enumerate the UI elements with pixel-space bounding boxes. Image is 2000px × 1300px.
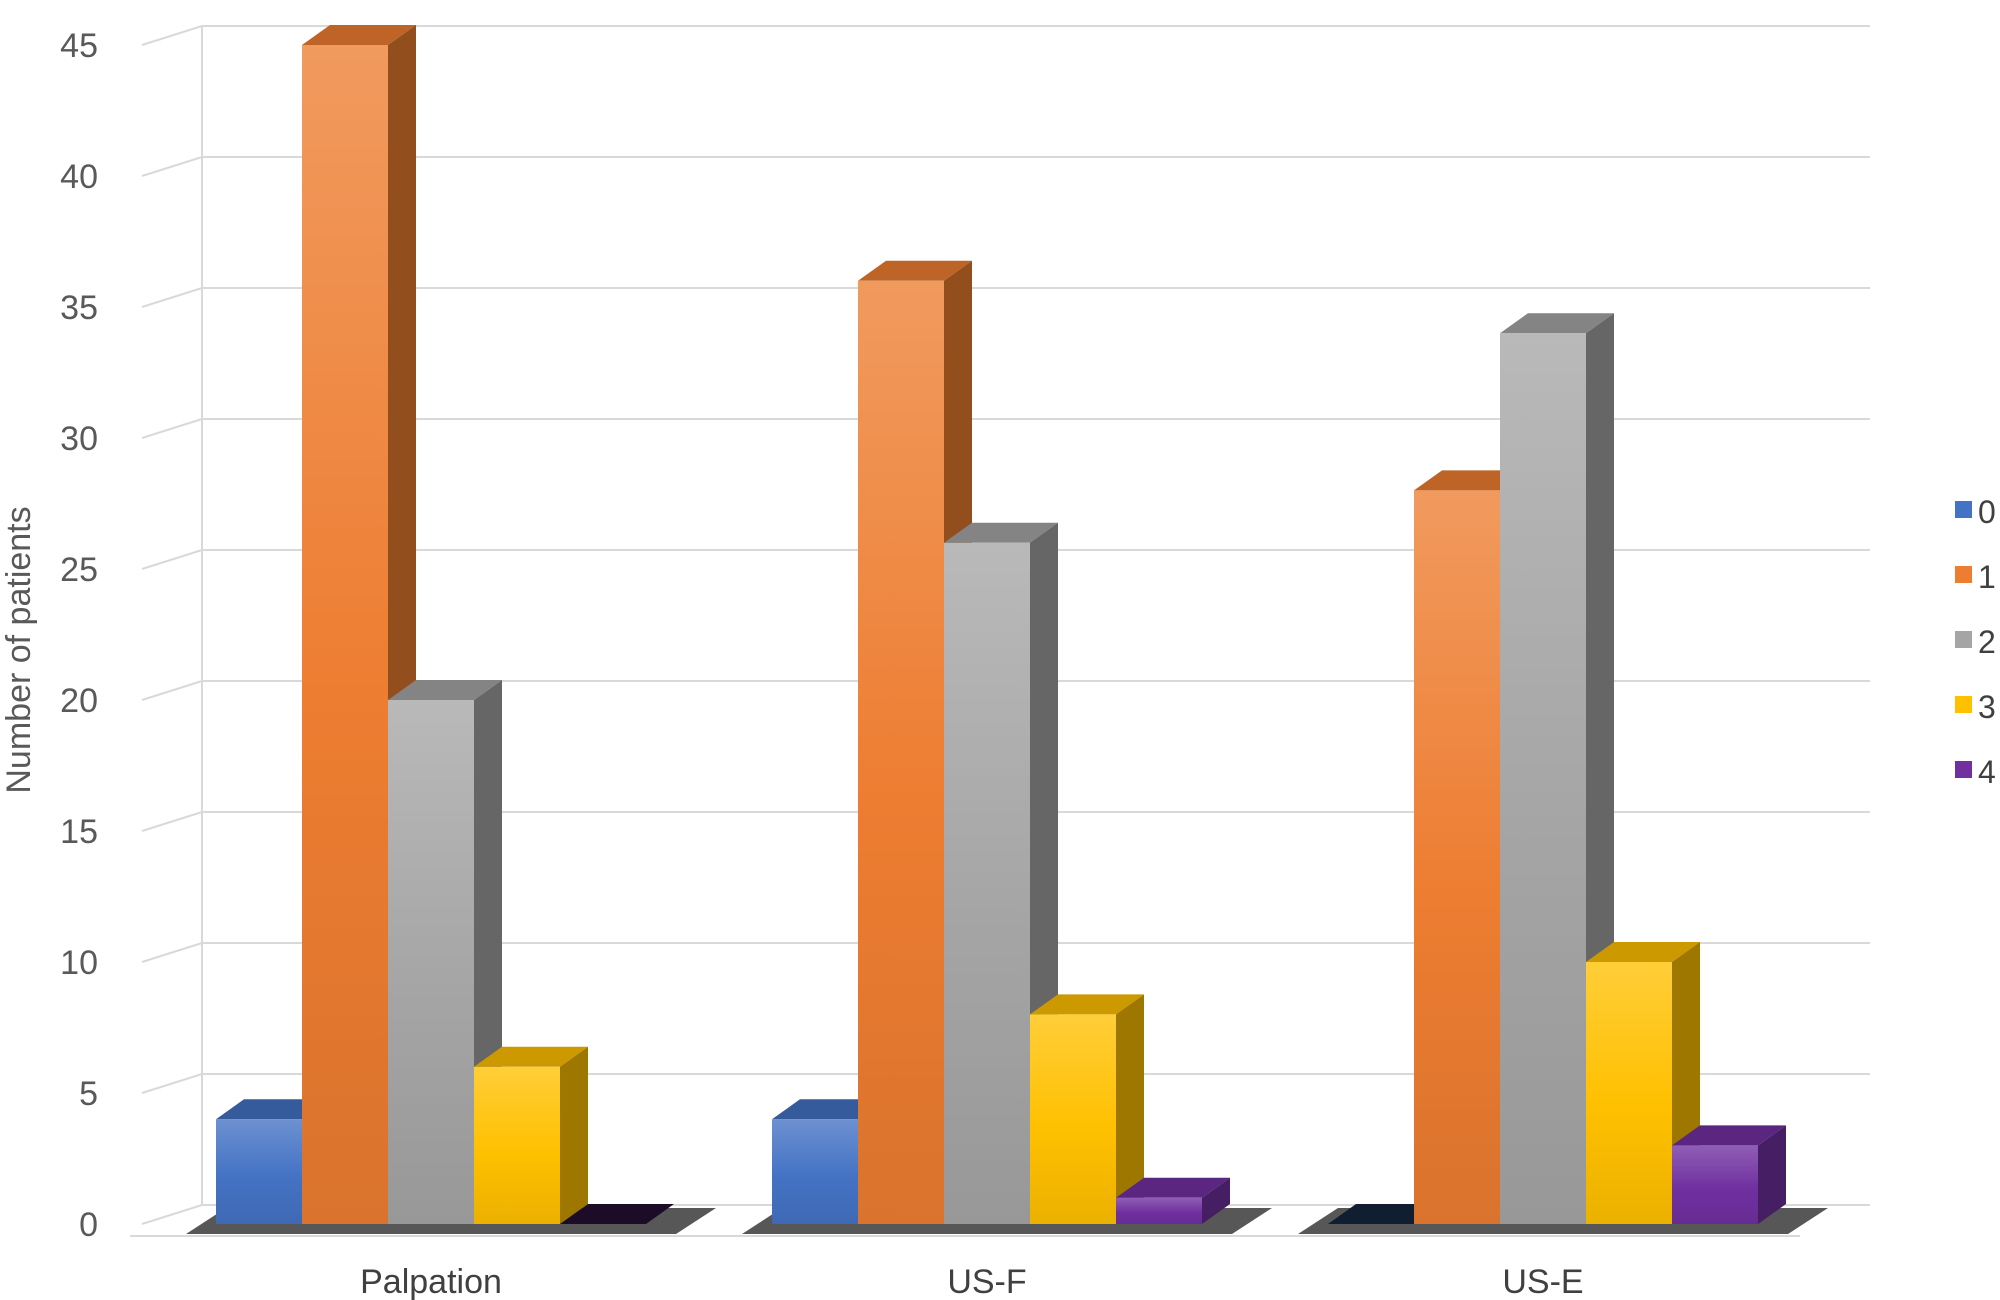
legend-label: 3	[1978, 689, 1996, 725]
bar-top	[388, 680, 502, 700]
bar-top	[1672, 1125, 1786, 1146]
bars	[216, 25, 1786, 1224]
legend-swatch	[1955, 501, 1972, 518]
legend-item-4[interactable]: 4	[1955, 754, 1996, 790]
x-category-label: Palpation	[360, 1263, 502, 1300]
bar-side	[1758, 1125, 1786, 1224]
bar-top	[772, 1099, 886, 1120]
bar-palpation-series-2	[388, 680, 502, 1224]
bar-top	[560, 1204, 674, 1224]
legend-label: 1	[1978, 559, 1996, 595]
legend-swatch	[1955, 631, 1972, 648]
legend-item-0[interactable]: 0	[1955, 494, 1996, 530]
bar-top	[1414, 470, 1528, 491]
y-tick-label: 45	[60, 27, 98, 65]
bar-top	[1500, 313, 1614, 334]
bar-top	[1116, 1177, 1230, 1198]
gridline-side	[141, 156, 203, 177]
y-axis-ticks: 0 5 10 15 20 25 30 35 40 45	[60, 27, 98, 1244]
y-tick-label: 5	[79, 1075, 98, 1113]
x-category-label: US-E	[1502, 1263, 1583, 1300]
bar-us-e-series-4	[1672, 1125, 1786, 1224]
gridline-side	[141, 811, 203, 832]
bar-front	[1672, 1145, 1758, 1224]
bar-top	[302, 25, 416, 45]
bar-front	[1586, 962, 1672, 1224]
bar-top	[858, 260, 972, 281]
y-tick-label: 25	[60, 551, 98, 589]
y-axis-title: Number of patients	[0, 506, 38, 793]
y-tick-label: 10	[60, 944, 98, 982]
bar-front	[858, 280, 944, 1224]
bar-front	[772, 1119, 858, 1224]
y-tick-label: 15	[60, 813, 98, 851]
y-tick-label: 30	[60, 420, 98, 458]
legend-item-1[interactable]: 1	[1955, 559, 1996, 595]
bar-side	[560, 1046, 588, 1224]
y-tick-label: 20	[60, 682, 98, 720]
legend[interactable]: 0 1 2 3 4	[1955, 494, 1996, 790]
bar-side	[1202, 1177, 1230, 1224]
bar-us-e-series-0	[1328, 1204, 1442, 1224]
gridline-side	[141, 287, 203, 308]
bar-top	[1328, 1204, 1442, 1224]
bar-front	[388, 700, 474, 1224]
bar-palpation-series-4	[560, 1204, 674, 1224]
gridline-side	[141, 1073, 203, 1094]
gridline-side	[141, 25, 203, 46]
bar-top	[216, 1099, 330, 1120]
bar-top	[944, 522, 1058, 543]
gridline-side	[141, 680, 203, 701]
bar-front	[474, 1066, 560, 1224]
bar-top	[1030, 994, 1144, 1015]
legend-swatch	[1955, 566, 1972, 583]
legend-label: 4	[1978, 754, 1996, 790]
bar-top	[1586, 942, 1700, 962]
legend-item-2[interactable]: 2	[1955, 624, 1996, 660]
bar-front	[1030, 1014, 1116, 1224]
bar-top	[474, 1046, 588, 1067]
legend-label: 0	[1978, 494, 1996, 530]
y-tick-label: 35	[60, 289, 98, 327]
y-tick-label: 0	[79, 1206, 98, 1244]
legend-item-3[interactable]: 3	[1955, 689, 1996, 725]
legend-swatch	[1955, 761, 1972, 778]
bar-side	[1116, 994, 1144, 1224]
x-category-label: US-F	[947, 1263, 1026, 1300]
bar-front	[944, 542, 1030, 1224]
bar-front	[1414, 490, 1500, 1224]
gridline-side	[141, 942, 203, 963]
x-axis-categories: Palpation US-F US-E	[360, 1263, 1584, 1300]
legend-swatch	[1955, 696, 1972, 713]
gridline-side	[141, 418, 203, 439]
bar-us-f-series-4	[1116, 1177, 1230, 1224]
bar-front	[1500, 333, 1586, 1224]
y-tick-label: 40	[60, 158, 98, 196]
bar-us-f-series-3	[1030, 994, 1144, 1224]
bar-front	[302, 45, 388, 1224]
gridline-side	[141, 1204, 203, 1225]
legend-label: 2	[1978, 624, 1996, 660]
bar-front	[216, 1119, 302, 1224]
bar-front	[1116, 1197, 1202, 1224]
gridline-side	[141, 549, 203, 570]
bar-palpation-series-3	[474, 1046, 588, 1224]
